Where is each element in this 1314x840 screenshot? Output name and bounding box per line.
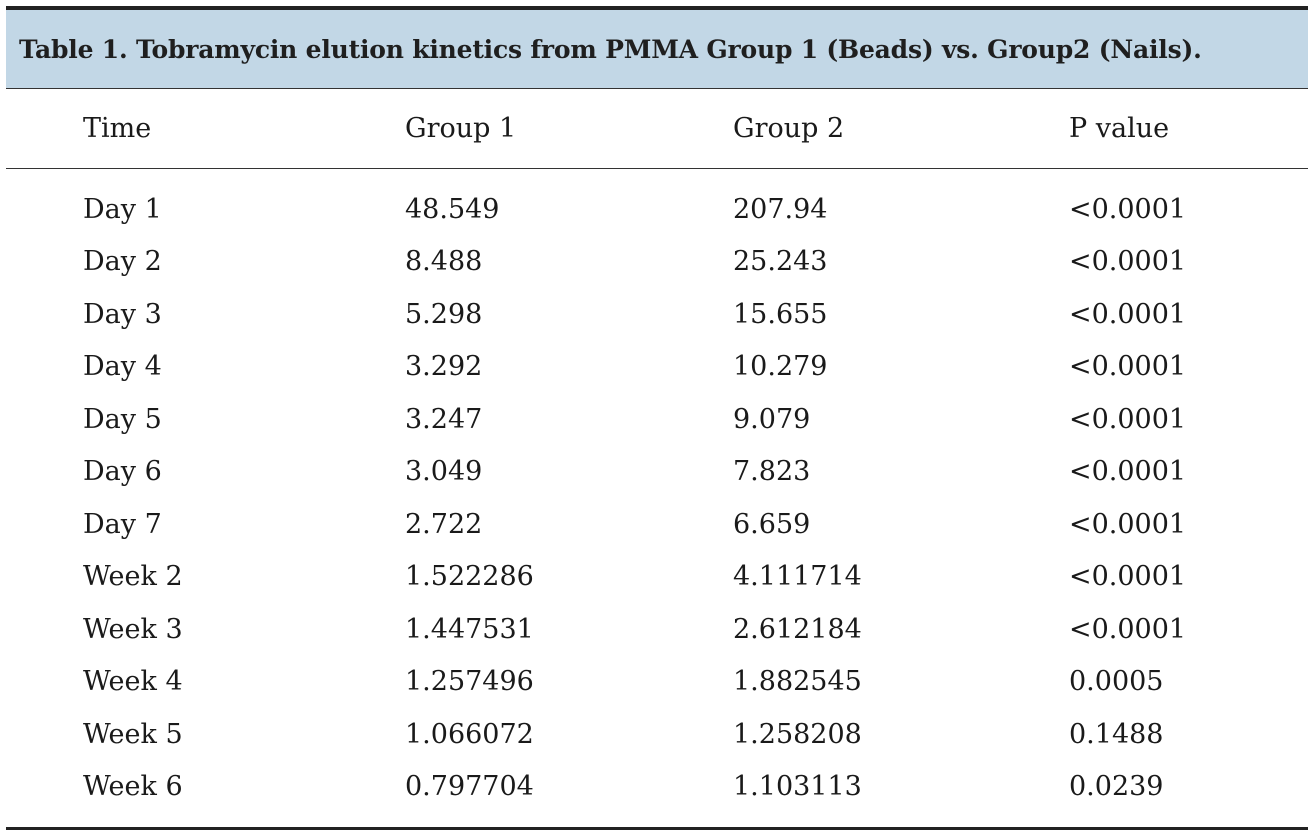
- cell-p-value: <0.0001: [1069, 298, 1187, 330]
- table-row: Day 3 5.298 15.655 <0.0001: [6, 288, 1308, 341]
- header-group-1: Group 1: [405, 113, 517, 144]
- cell-time: Week 6: [83, 771, 183, 803]
- cell-group-1: 3.292: [405, 351, 483, 383]
- cell-group-2: 4.111714: [733, 561, 862, 593]
- cell-p-value: 0.0239: [1069, 771, 1164, 803]
- cell-group-1: 3.049: [405, 456, 483, 488]
- cell-group-1: 2.722: [405, 508, 483, 540]
- table-header-row: Time Group 1 Group 2 P value: [6, 89, 1308, 168]
- header-group-2: Group 2: [733, 113, 845, 144]
- cell-time: Week 5: [83, 718, 183, 750]
- cell-group-1: 0.797704: [405, 771, 534, 803]
- header-rule: [6, 168, 1308, 169]
- cell-group-2: 10.279: [733, 351, 828, 383]
- cell-p-value: 0.0005: [1069, 666, 1164, 698]
- cell-p-value: <0.0001: [1069, 613, 1187, 645]
- cell-time: Day 6: [83, 456, 162, 488]
- bottom-rule: [6, 827, 1308, 830]
- table-row: Week 2 1.522286 4.111714 <0.0001: [6, 551, 1308, 604]
- cell-group-2: 25.243: [733, 246, 828, 278]
- cell-group-2: 7.823: [733, 456, 811, 488]
- cell-time: Week 2: [83, 561, 183, 593]
- cell-p-value: <0.0001: [1069, 403, 1187, 435]
- cell-group-1: 1.066072: [405, 718, 534, 750]
- cell-group-1: 8.488: [405, 246, 483, 278]
- cell-group-2: 15.655: [733, 298, 828, 330]
- cell-group-1: 5.298: [405, 298, 483, 330]
- cell-group-1: 3.247: [405, 403, 483, 435]
- data-table: Table 1. Tobramycin elution kinetics fro…: [6, 6, 1308, 830]
- table-row: Week 4 1.257496 1.882545 0.0005: [6, 656, 1308, 709]
- table-caption: Table 1. Tobramycin elution kinetics fro…: [6, 10, 1308, 88]
- cell-group-2: 2.612184: [733, 613, 862, 645]
- table-row: Day 6 3.049 7.823 <0.0001: [6, 446, 1308, 499]
- cell-group-2: 207.94: [733, 193, 828, 225]
- cell-group-1: 48.549: [405, 193, 500, 225]
- cell-p-value: <0.0001: [1069, 193, 1187, 225]
- cell-p-value: <0.0001: [1069, 246, 1187, 278]
- table-row: Day 2 8.488 25.243 <0.0001: [6, 236, 1308, 289]
- cell-group-1: 1.447531: [405, 613, 534, 645]
- header-p-value: P value: [1069, 113, 1170, 144]
- table-row: Day 1 48.549 207.94 <0.0001: [6, 183, 1308, 236]
- cell-group-2: 1.258208: [733, 718, 862, 750]
- cell-group-2: 1.103113: [733, 771, 862, 803]
- table-row: Day 7 2.722 6.659 <0.0001: [6, 498, 1308, 551]
- cell-p-value: <0.0001: [1069, 456, 1187, 488]
- cell-group-2: 1.882545: [733, 666, 862, 698]
- cell-time: Day 1: [83, 193, 162, 225]
- table-row: Day 4 3.292 10.279 <0.0001: [6, 341, 1308, 394]
- table-row: Week 3 1.447531 2.612184 <0.0001: [6, 603, 1308, 656]
- cell-time: Week 4: [83, 666, 183, 698]
- cell-time: Day 7: [83, 508, 162, 540]
- table-row: Day 5 3.247 9.079 <0.0001: [6, 393, 1308, 446]
- table-row: Week 6 0.797704 1.103113 0.0239: [6, 761, 1308, 814]
- top-rule: [6, 6, 1308, 10]
- cell-group-2: 9.079: [733, 403, 811, 435]
- cell-p-value: <0.0001: [1069, 508, 1187, 540]
- table-row: Week 5 1.066072 1.258208 0.1488: [6, 708, 1308, 761]
- cell-group-2: 6.659: [733, 508, 811, 540]
- cell-group-1: 1.257496: [405, 666, 534, 698]
- cell-group-1: 1.522286: [405, 561, 534, 593]
- cell-time: Day 4: [83, 351, 162, 383]
- cell-p-value: <0.0001: [1069, 561, 1187, 593]
- cell-time: Day 5: [83, 403, 162, 435]
- cell-p-value: 0.1488: [1069, 718, 1164, 750]
- header-time: Time: [83, 113, 152, 144]
- table-body: Day 1 48.549 207.94 <0.0001 Day 2 8.488 25.243…: [6, 169, 1308, 827]
- cell-time: Day 3: [83, 298, 162, 330]
- cell-time: Week 3: [83, 613, 183, 645]
- cell-time: Day 2: [83, 246, 162, 278]
- caption-rule: [6, 88, 1308, 89]
- cell-p-value: <0.0001: [1069, 351, 1187, 383]
